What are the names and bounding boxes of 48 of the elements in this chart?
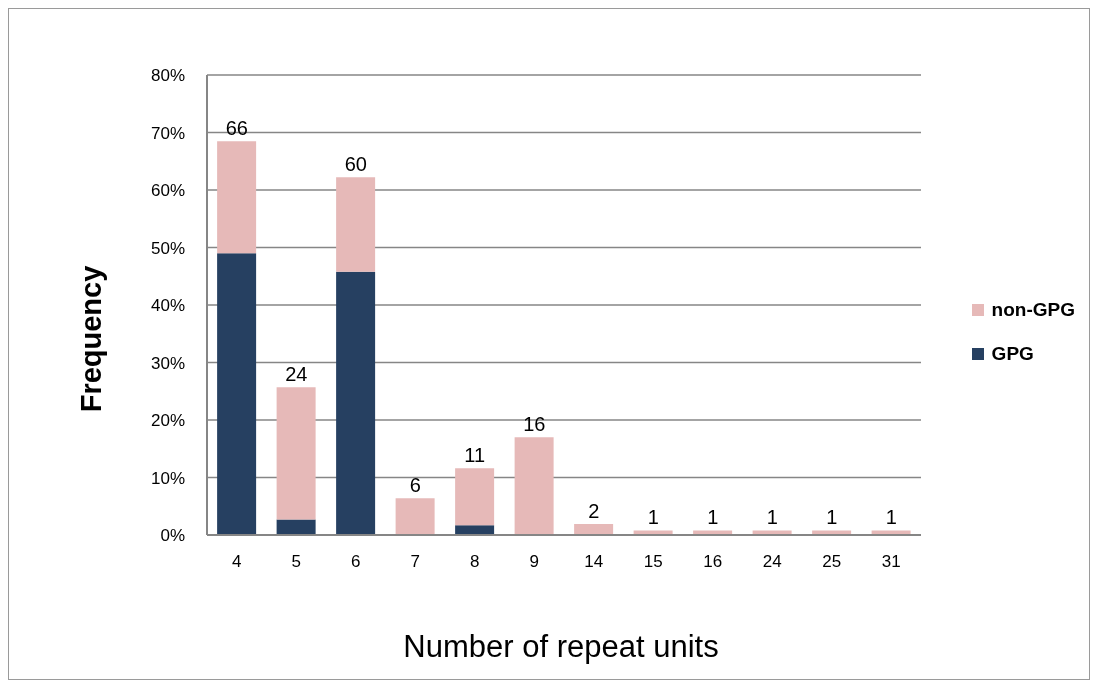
annotation: 1: [766, 506, 778, 529]
x-tick-label: 4: [232, 552, 242, 572]
bar: [217, 141, 257, 254]
x-tick-label: 16: [703, 552, 723, 572]
x-tick-label: 9: [529, 552, 539, 572]
y-axis-title: Frequency: [74, 265, 108, 413]
bar: [395, 498, 435, 535]
annotation: 16: [523, 413, 546, 436]
y-tick-label: 20%: [150, 411, 185, 431]
x-tick-label: 8: [470, 552, 480, 572]
legend-label: non-GPG: [991, 299, 1075, 321]
annotation: 1: [707, 506, 719, 529]
annotation: 6: [409, 474, 421, 497]
y-tick-label: 30%: [150, 353, 185, 373]
annotation: 1: [647, 506, 659, 529]
bar: [574, 524, 614, 535]
x-tick-label: 25: [822, 552, 842, 572]
bar: [455, 468, 495, 526]
annotation: 24: [285, 363, 308, 386]
annotation: 1: [885, 506, 897, 529]
bar: [336, 177, 376, 272]
bar: [276, 519, 316, 535]
x-tick-label: 15: [643, 552, 663, 572]
annotation: 1: [826, 506, 838, 529]
legend-label: GPG: [991, 343, 1034, 365]
x-tick-label: 31: [881, 552, 901, 572]
bar: [455, 525, 495, 535]
annotation: 2: [588, 500, 600, 523]
y-tick-label: 10%: [150, 468, 185, 488]
y-tick-label: 50%: [150, 238, 185, 258]
x-tick-label: 7: [410, 552, 420, 572]
y-tick-label: 60%: [150, 181, 185, 201]
x-tick-label: 14: [584, 552, 604, 572]
x-tick-label: 24: [762, 552, 782, 572]
bar: [217, 253, 257, 535]
annotation: 66: [225, 117, 248, 140]
bar: [276, 387, 316, 520]
x-tick-label: 6: [351, 552, 361, 572]
bar: [514, 437, 554, 535]
annotation: 60: [344, 153, 367, 176]
x-tick-label: 5: [291, 552, 301, 572]
y-tick-label: 70%: [150, 123, 185, 143]
y-tick-label: 80%: [150, 66, 185, 86]
x-axis-title: Number of repeat units: [402, 629, 720, 665]
y-tick-label: 0%: [160, 526, 185, 546]
bar: [336, 271, 376, 535]
annotation: 11: [464, 444, 486, 467]
y-tick-label: 40%: [150, 296, 185, 316]
